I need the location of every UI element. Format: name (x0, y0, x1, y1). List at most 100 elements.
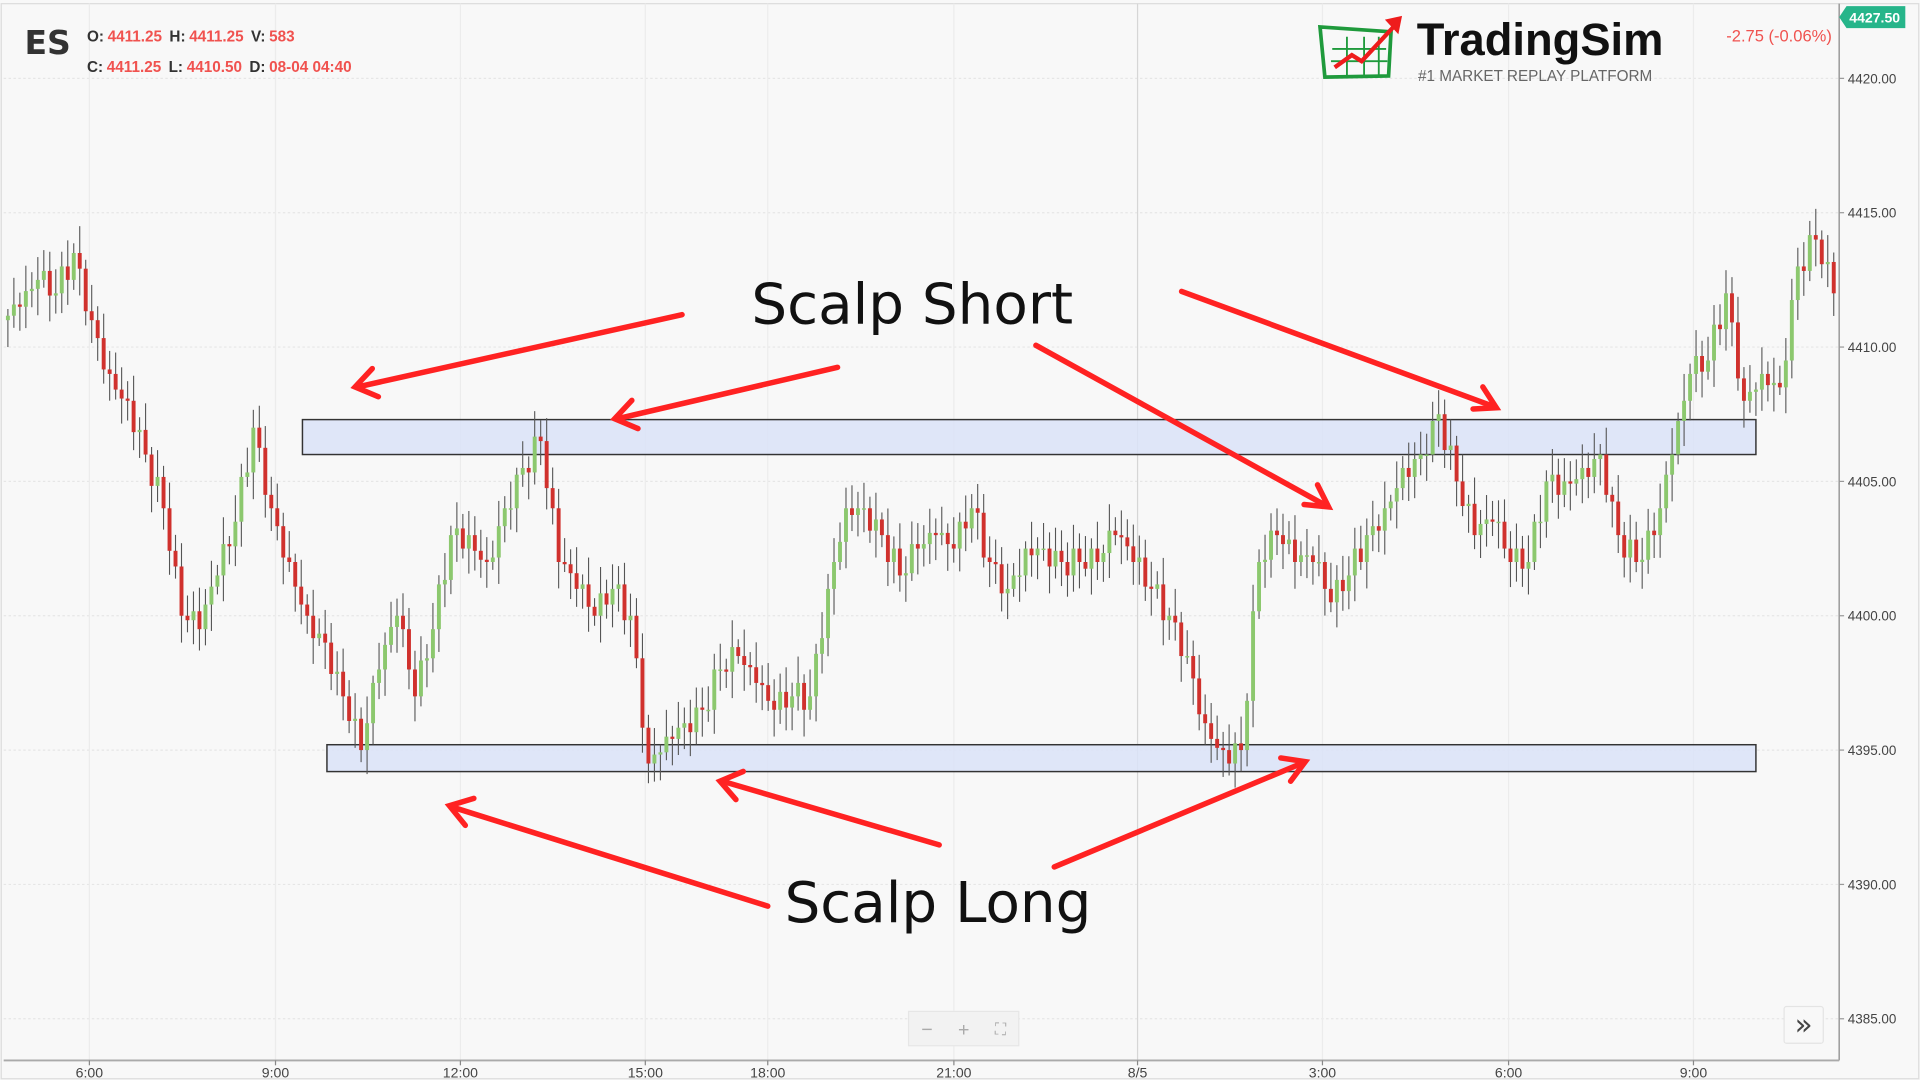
candle (1700, 340, 1704, 398)
candle-body (951, 544, 956, 549)
candle-body (1789, 300, 1794, 361)
candle-body (1484, 519, 1489, 524)
candle (1245, 693, 1250, 767)
candle (1568, 461, 1573, 511)
candle-body (101, 338, 106, 370)
candle-body (1179, 622, 1184, 657)
candle-body (538, 436, 543, 442)
resistance-zone (301, 418, 1757, 456)
candle (1364, 518, 1369, 589)
candle-body (1741, 378, 1746, 401)
candle (430, 602, 435, 673)
candle (850, 485, 854, 532)
candle (197, 587, 202, 651)
candle (1634, 521, 1639, 573)
candle (1029, 521, 1034, 577)
candle-body (1831, 261, 1836, 294)
candle (1670, 428, 1675, 502)
candle-body (353, 718, 358, 721)
candle (496, 500, 501, 584)
candle (550, 467, 555, 525)
candle (1706, 336, 1710, 380)
candle (1490, 500, 1495, 537)
candle-body (107, 369, 112, 374)
candle-body (83, 268, 88, 312)
candle (113, 352, 118, 400)
scroll-right-button[interactable]: » (1783, 1005, 1824, 1044)
candle-body (29, 288, 34, 292)
candle (1125, 519, 1130, 561)
candle-body (832, 562, 836, 589)
candle-body (1532, 521, 1537, 563)
candle (688, 699, 693, 757)
candle-body (448, 535, 453, 580)
candle-body (1197, 678, 1202, 715)
candle (1658, 483, 1663, 558)
candle-body (544, 441, 549, 489)
candle (1065, 542, 1070, 597)
zoom-in-button[interactable]: + (958, 1019, 969, 1041)
arrow-icon (350, 311, 685, 400)
candle (921, 525, 926, 567)
candle-body (1017, 575, 1022, 577)
candle (161, 465, 166, 530)
candle (700, 687, 705, 737)
arrow-icon (1033, 342, 1334, 511)
arrow-icon (609, 364, 841, 432)
candle (754, 642, 759, 703)
candle-body (1448, 445, 1453, 451)
double-chevron-right-icon[interactable]: » (1795, 1008, 1813, 1042)
close-value: 4411.25 (107, 59, 162, 76)
candle-body (1658, 508, 1663, 536)
candle (826, 573, 830, 657)
candle (401, 593, 405, 648)
candle (820, 612, 824, 674)
candle-body (604, 593, 609, 605)
candle (257, 405, 262, 462)
candle-body (730, 647, 735, 672)
time-axis[interactable]: 6:00 9:00 12:00 15:00 18:00 21:00 8/5 3:00 6:00 9… (76, 1060, 1708, 1080)
candle (1795, 247, 1800, 320)
candle-body (418, 660, 423, 697)
candle-body (1712, 324, 1716, 361)
candle (407, 607, 411, 690)
candle-body (1586, 467, 1591, 477)
candle-body (1700, 356, 1704, 372)
candle-body (1143, 557, 1148, 587)
candle (185, 595, 190, 633)
candle (981, 493, 986, 568)
support-zone (326, 743, 1757, 773)
candle-body (1622, 535, 1627, 558)
candle (646, 714, 651, 784)
candle-body (975, 508, 980, 513)
candle (1263, 534, 1267, 588)
candle (478, 529, 483, 578)
candle-body (1544, 481, 1549, 522)
candle (29, 272, 34, 308)
candle (1712, 305, 1716, 387)
candle (1406, 442, 1411, 501)
zoom-out-button[interactable]: − (921, 1019, 932, 1041)
candle-body (1239, 743, 1244, 751)
ohlc-row-2: C: 4411.25 L: 4410.50 D: 08-04 04:40 (87, 59, 352, 76)
x-tick-label: 9:00 (262, 1065, 290, 1080)
candle (424, 644, 429, 688)
candle (694, 687, 699, 745)
candle-body (203, 604, 208, 630)
candle (1179, 611, 1184, 682)
candle-body (1400, 467, 1405, 489)
price-axis[interactable]: 4420.00 4415.00 4410.00 4405.00 4400.00 4395.… (1839, 71, 1896, 1027)
candle (658, 744, 663, 781)
candle-body (1490, 519, 1495, 522)
candle (1011, 563, 1016, 597)
candle-body (95, 320, 100, 339)
candle (1532, 514, 1537, 570)
candle-body (1777, 382, 1782, 388)
candle-body (508, 508, 513, 510)
candle-body (634, 615, 639, 659)
candle-body (221, 544, 226, 576)
candle (1155, 571, 1160, 599)
candle-body (1298, 555, 1303, 563)
fit-button[interactable]: ⛶ (995, 1020, 1007, 1039)
